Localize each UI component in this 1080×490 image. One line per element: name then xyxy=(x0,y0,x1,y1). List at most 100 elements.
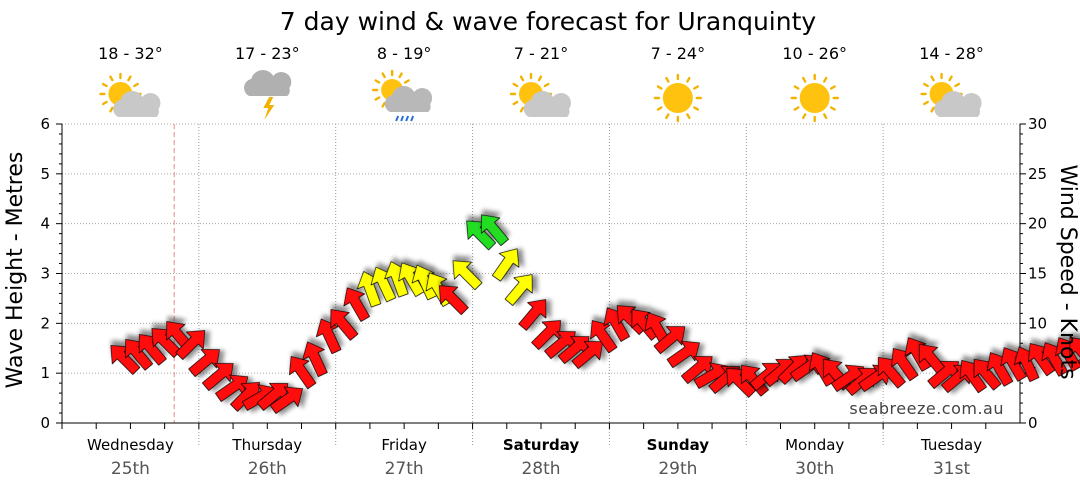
y-tick-label-left: 6 xyxy=(40,115,50,133)
wind-arrow-shape xyxy=(927,361,959,389)
wind-arrows xyxy=(110,214,1080,414)
wind-arrow xyxy=(653,326,686,355)
wind-arrow-shape xyxy=(302,341,328,378)
y-axis-left-label: Wave Height - Metres xyxy=(3,152,28,389)
wind-arrow-shape xyxy=(1041,342,1068,377)
sun-ray xyxy=(381,101,386,108)
wind-arrow xyxy=(151,328,182,358)
wind-arrow-shape xyxy=(151,328,182,358)
sun-ray xyxy=(693,106,699,111)
wind-arrow xyxy=(518,299,547,331)
sun-ray xyxy=(109,75,114,82)
temperature-label: 8 - 19° xyxy=(377,44,431,63)
sun-ray xyxy=(793,106,800,111)
sun-ray xyxy=(930,75,935,82)
wind-arrow xyxy=(330,309,359,341)
sun-ray xyxy=(537,75,543,82)
cloud-shape xyxy=(244,70,292,96)
wind-arrow xyxy=(504,274,533,306)
cloud-shape xyxy=(113,91,161,117)
lightning xyxy=(263,97,275,120)
wind-arrow xyxy=(175,330,206,360)
wind-arrow xyxy=(201,362,234,391)
y-tick-label-left: 3 xyxy=(40,265,50,283)
y-tick-label-right: 25 xyxy=(1028,165,1047,183)
wind-arrow-shape xyxy=(590,320,618,354)
sun-ray xyxy=(101,82,108,88)
wind-arrow-shape xyxy=(1000,347,1027,382)
partly-cloudy-icon xyxy=(920,72,982,117)
sun-ray xyxy=(374,79,381,84)
partly-cloudy-icon xyxy=(509,72,571,117)
wind-arrow-shape xyxy=(1055,337,1080,372)
wind-arrow-shape xyxy=(531,320,561,350)
wind-arrow-shape xyxy=(518,299,547,331)
sun-ray xyxy=(512,82,519,88)
date-label: 29th xyxy=(658,459,697,479)
wind-arrow xyxy=(927,361,959,389)
wind-arrow-shape xyxy=(491,248,520,282)
wind-arrow xyxy=(680,356,713,384)
day-label: Tuesday xyxy=(920,436,982,454)
wind-arrow-shape xyxy=(877,356,906,389)
cloud-shape xyxy=(934,91,982,117)
sun-ray xyxy=(543,82,550,88)
wind-arrow-shape xyxy=(891,348,919,382)
wind-arrow-shape xyxy=(973,358,1002,391)
sun-ray xyxy=(519,75,525,82)
wind-arrow xyxy=(1041,342,1068,377)
sun-ray xyxy=(381,72,386,79)
day-label: Saturday xyxy=(503,436,580,454)
sun-disc xyxy=(799,83,830,113)
rain-drop xyxy=(410,115,415,122)
sun-ray xyxy=(802,76,807,83)
rain-drop xyxy=(405,115,410,122)
sun-ray xyxy=(793,85,800,90)
date-label: 27th xyxy=(385,459,424,479)
wind-arrow xyxy=(452,260,483,291)
day-labels: Wednesday 25th Thursday 26th Friday 27th Satur… xyxy=(87,436,982,479)
weather-icons xyxy=(99,69,982,123)
wind-arrow xyxy=(603,307,631,342)
wind-arrow-shape xyxy=(138,334,167,366)
y-tick-label-right: 15 xyxy=(1028,265,1047,283)
wind-arrow-shape xyxy=(680,356,713,384)
day-label: Sunday xyxy=(647,436,710,454)
temperature-label: 17 - 23° xyxy=(235,44,300,63)
partly-cloudy-rain-icon xyxy=(371,69,433,122)
sun-ray xyxy=(109,106,114,113)
sun-ray xyxy=(101,100,108,106)
sun-ray xyxy=(686,113,691,120)
sun-ray xyxy=(656,85,663,90)
sun-ray xyxy=(127,75,132,82)
wind-arrow-shape xyxy=(175,330,206,360)
wind-arrow xyxy=(1055,337,1080,372)
sun-ray xyxy=(374,96,381,101)
wind-arrow xyxy=(666,340,700,369)
temperature-label: 7 - 24° xyxy=(651,44,705,63)
wind-arrow xyxy=(269,386,303,414)
sun-ray xyxy=(823,113,828,120)
wind-arrow xyxy=(1000,347,1027,382)
wind-arrow xyxy=(986,352,1014,387)
wind-arrow-shape xyxy=(256,382,289,411)
temperature-label: 7 - 21° xyxy=(514,44,568,63)
y-tick-label-left: 0 xyxy=(40,414,50,432)
sun-ray xyxy=(802,113,807,120)
sun-ray xyxy=(665,76,670,83)
y-axis-right-label: Wind Speed - Knots xyxy=(1055,164,1080,379)
sun-ray xyxy=(656,106,663,111)
y-tick-label-left: 4 xyxy=(40,215,50,233)
rain-drop xyxy=(400,115,405,122)
wind-arrow-shape xyxy=(288,356,317,390)
y-tick-label-right: 0 xyxy=(1028,414,1038,432)
y-tick-label-left: 5 xyxy=(40,165,50,183)
wind-arrow xyxy=(343,287,370,322)
y-tick-label-left: 1 xyxy=(40,364,50,382)
wind-arrow-shape xyxy=(1069,337,1080,369)
sun-disc xyxy=(662,83,693,113)
y-tick-label-right: 30 xyxy=(1028,115,1047,133)
wind-arrow xyxy=(531,320,561,350)
wind-arrow xyxy=(973,358,1002,391)
